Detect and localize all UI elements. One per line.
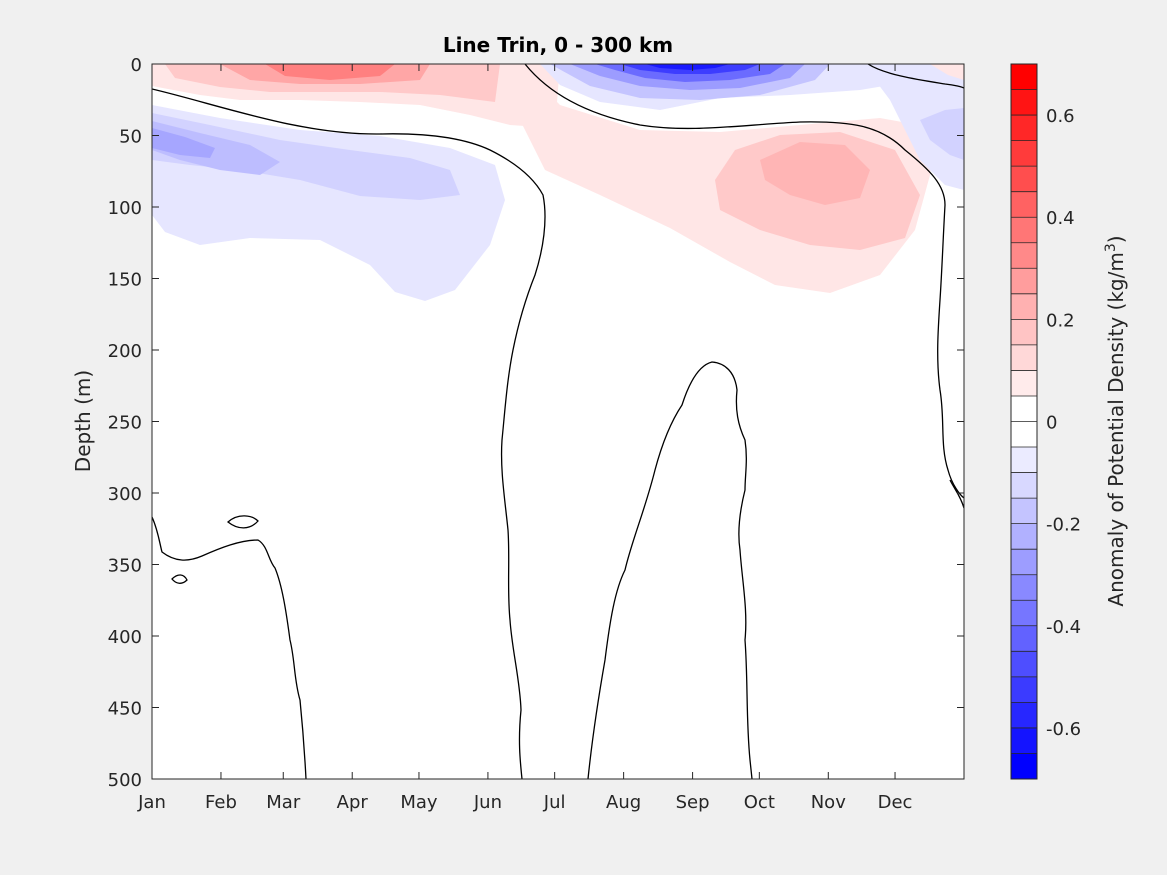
colorbar-label-sup: 3 <box>1103 243 1119 252</box>
contour-fills <box>152 64 964 301</box>
zero-contour-dec-surface <box>867 64 964 89</box>
x-tick-label-nov: Nov <box>811 792 846 813</box>
y-tick-label-250: 250 <box>108 413 142 434</box>
colorbar-label-main: Anomaly of Potential Density (kg/m <box>1104 252 1128 606</box>
colorbar-level-1 <box>1011 89 1037 116</box>
positive-anomaly-mar-apr-surface-core <box>265 64 395 80</box>
colorbar-frame <box>1010 63 1038 780</box>
colorbar-tick-label-5: -0.4 <box>1046 617 1081 638</box>
colorbar-label: Anomaly of Potential Density (kg/m3) <box>1103 235 1128 606</box>
colorbar-level-23 <box>1011 651 1037 678</box>
y-tick-label-300: 300 <box>108 484 142 505</box>
x-tick-label-jan: Jan <box>137 792 166 813</box>
y-tick-label-450: 450 <box>108 699 142 720</box>
negative-anomaly-jan-may-subsurface-mid <box>152 113 460 200</box>
colorbar <box>1010 63 1038 780</box>
x-tick-label-dec: Dec <box>878 792 913 813</box>
positive-anomaly-dec-surface-small <box>930 64 964 80</box>
zero-contour-top <box>152 88 546 779</box>
y-axis-label: Depth (m) <box>71 370 95 472</box>
x-tick-label-mar: Mar <box>266 792 301 813</box>
colorbar-level-10 <box>1011 319 1037 346</box>
y-tick-label-50: 50 <box>119 127 142 148</box>
x-tick-label-jul: Jul <box>543 792 566 813</box>
colorbar-level-17 <box>1011 498 1037 525</box>
x-tick-label-feb: Feb <box>205 792 237 813</box>
y-tick-label-150: 150 <box>108 270 142 291</box>
colorbar-level-3 <box>1011 140 1037 167</box>
zero-contour-surface-mid <box>524 64 964 499</box>
colorbar-level-14 <box>1011 421 1037 448</box>
chart-title: Line Trin, 0 - 300 km <box>443 33 673 57</box>
colorbar-level-0 <box>1011 64 1037 91</box>
colorbar-tick-label-6: -0.6 <box>1046 719 1081 740</box>
colorbar-level-15 <box>1011 447 1037 474</box>
zero-contour-deep-ridge <box>587 361 753 779</box>
colorbar-level-7 <box>1011 242 1037 269</box>
x-tick-label-sep: Sep <box>676 792 710 813</box>
colorbar-level-24 <box>1011 676 1037 703</box>
zero-contour-deep-left <box>152 516 307 779</box>
colorbar-level-20 <box>1011 574 1037 601</box>
x-tick-label-oct: Oct <box>744 792 775 813</box>
y-tick-label-500: 500 <box>108 770 142 791</box>
colorbar-level-2 <box>1011 115 1037 142</box>
negative-anomaly-nov-dec-surface-outer <box>860 64 964 190</box>
colorbar-level-9 <box>1011 293 1037 320</box>
colorbar-level-22 <box>1011 625 1037 652</box>
colorbar-level-21 <box>1011 600 1037 627</box>
negative-anomaly-jan-feb-subsurface-inner <box>152 121 280 175</box>
zero-contour-small-loop-2 <box>171 574 188 584</box>
y-tick-label-0: 0 <box>131 55 142 76</box>
colorbar-tick-label-3: 0 <box>1046 413 1057 434</box>
colorbar-label-end: ) <box>1104 235 1128 243</box>
colorbar-level-26 <box>1011 727 1037 754</box>
colorbar-tick-label-2: 0.2 <box>1046 310 1075 331</box>
colorbar-tick-label-1: 0.4 <box>1046 208 1075 229</box>
colorbar-level-12 <box>1011 370 1037 397</box>
colorbar-level-4 <box>1011 166 1037 193</box>
colorbar-tick-label-4: -0.2 <box>1046 515 1081 536</box>
colorbar-level-27 <box>1011 753 1037 780</box>
x-tick-label-may: May <box>400 792 438 813</box>
y-tick-label-400: 400 <box>108 627 142 648</box>
colorbar-level-5 <box>1011 191 1037 218</box>
colorbar-level-18 <box>1011 523 1037 550</box>
colorbar-level-25 <box>1011 702 1037 729</box>
negative-anomaly-sep-surface-core <box>645 64 730 70</box>
zero-contours <box>152 64 964 779</box>
x-tick-label-jun: Jun <box>473 792 502 813</box>
negative-anomaly-jan-subsurface-core <box>152 128 215 158</box>
y-tick-label-200: 200 <box>108 341 142 362</box>
y-tick-label-350: 350 <box>108 556 142 577</box>
colorbar-level-19 <box>1011 549 1037 576</box>
y-tick-label-100: 100 <box>108 198 142 219</box>
zero-contour-small-loop-1 <box>226 515 259 529</box>
colorbar-level-16 <box>1011 472 1037 499</box>
positive-anomaly-oct-nov-subsurface-core <box>760 142 870 205</box>
colorbar-level-6 <box>1011 217 1037 244</box>
y-axis: 0 50 100 150 200 250 300 350 400 450 500 <box>108 55 964 791</box>
colorbar-level-11 <box>1011 344 1037 371</box>
x-tick-label-aug: Aug <box>606 792 641 813</box>
colorbar-ticks: 0.6 0.4 0.2 0 -0.2 -0.4 -0.6 <box>1046 106 1081 740</box>
colorbar-level-8 <box>1011 268 1037 295</box>
x-axis: Jan Feb Mar Apr May Jun Jul Aug Sep Oct Nov Dec <box>137 64 912 813</box>
colorbar-level-13 <box>1011 395 1037 422</box>
colorbar-tick-label-0: 0.6 <box>1046 106 1075 127</box>
negative-anomaly-dec-surface-inner <box>920 108 964 160</box>
x-tick-label-apr: Apr <box>337 792 369 813</box>
